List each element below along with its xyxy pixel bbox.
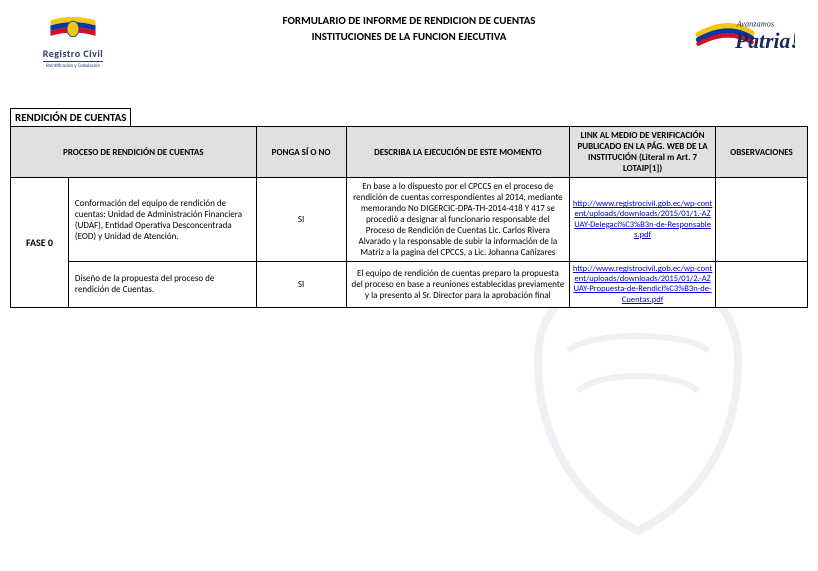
cell-proceso: Diseño de la propuesta del proceso de re…	[68, 262, 256, 308]
cell-link: http://www.registrocivil.gob.ec/wp-conte…	[570, 178, 716, 262]
flag-shield-icon	[47, 13, 99, 45]
cell-proceso: Conformación del equipo de rendición de …	[68, 178, 256, 262]
cell-ponga: SI	[256, 178, 346, 262]
cell-link: http://www.registrocivil.gob.ec/wp-conte…	[570, 262, 716, 308]
table-row: FASE 0 Conformación del equipo de rendic…	[11, 178, 808, 262]
header-titles: FORMULARIO DE INFORME DE RENDICION DE CU…	[128, 8, 690, 43]
cell-describa: En base a lo dispuesto por el CPCCS en e…	[346, 178, 570, 262]
fase-cell: FASE 0	[11, 178, 69, 308]
verification-link[interactable]: http://www.registrocivil.gob.ec/wp-conte…	[572, 264, 713, 305]
th-obs: OBSERVACIONES	[716, 127, 808, 178]
cell-obs	[716, 262, 808, 308]
th-proceso: PROCESO DE RENDICIÓN DE CUENTAS	[11, 127, 257, 178]
rendicion-table: PROCESO DE RENDICIÓN DE CUENTAS PONGA SÍ…	[10, 126, 808, 308]
table-header-row: PROCESO DE RENDICIÓN DE CUENTAS PONGA SÍ…	[11, 127, 808, 178]
table-row: Diseño de la propuesta del proceso de re…	[11, 262, 808, 308]
page-header: Registro Civil Identificación y Cedulaci…	[0, 0, 818, 77]
th-describa: DESCRIBA LA EJECUCIÓN DE ESTE MOMENTO	[346, 127, 570, 178]
cell-describa: El equipo de rendición de cuentas prepar…	[346, 262, 570, 308]
logo-patria: Avanzamos Patria!	[690, 8, 800, 58]
logo-left-text: Registro Civil	[43, 47, 104, 62]
logo-registro-civil: Registro Civil Identificación y Cedulaci…	[18, 8, 128, 73]
patria-icon: Avanzamos Patria!	[695, 13, 795, 53]
logo-left-subtext: Identificación y Cedulación	[46, 63, 100, 69]
section-title: RENDICIÓN DE CUENTAS	[10, 108, 131, 126]
cell-obs	[716, 178, 808, 262]
svg-text:Avanzamos: Avanzamos	[736, 19, 774, 28]
cell-ponga: SI	[256, 262, 346, 308]
th-ponga: PONGA SÍ O NO	[256, 127, 346, 178]
content-area: RENDICIÓN DE CUENTAS PROCESO DE RENDICIÓ…	[0, 77, 818, 308]
header-title-2: INSTITUCIONES DE LA FUNCION EJECUTIVA	[128, 30, 690, 43]
svg-text:Patria!: Patria!	[734, 29, 795, 53]
verification-link[interactable]: http://www.registrocivil.gob.ec/wp-conte…	[572, 199, 713, 240]
header-title-1: FORMULARIO DE INFORME DE RENDICION DE CU…	[128, 14, 690, 27]
th-link: LINK AL MEDIO DE VERIFICACIÓN PUBLICADO …	[570, 127, 716, 178]
